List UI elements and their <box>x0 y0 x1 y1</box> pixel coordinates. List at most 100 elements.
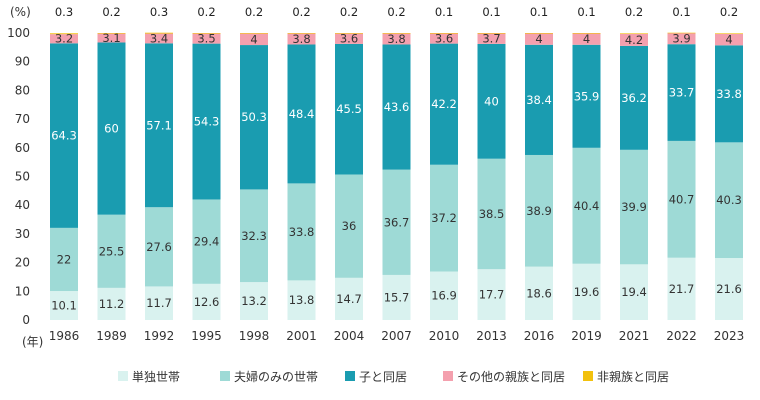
data-label: 0.2 <box>340 5 358 19</box>
bar-segment <box>572 147 601 264</box>
bar-segment <box>240 45 268 190</box>
data-label: 15.7 <box>384 290 410 304</box>
y-axis-unit-label: (%) <box>10 5 31 19</box>
data-label: 40.3 <box>716 193 742 207</box>
y-tick-label: 70 <box>15 112 30 126</box>
data-label: 36.2 <box>621 91 647 105</box>
y-tick-label: 10 <box>15 284 30 298</box>
x-tick-label: 2021 <box>619 329 650 343</box>
x-tick-label: 1998 <box>239 329 270 343</box>
data-label: 21.7 <box>669 282 695 296</box>
data-label: 4 <box>725 33 732 47</box>
data-label: 4 <box>535 32 542 46</box>
data-label: 50.3 <box>241 110 267 124</box>
top-labels-group: 0.3 0.2 0.3 0.2 0.2 0.2 0.2 0.2 0.1 0.1 0.1 0.1 0.2 0… <box>55 5 738 19</box>
data-label: 19.4 <box>621 285 647 299</box>
data-label: 22 <box>57 252 72 266</box>
data-label: 45.5 <box>336 102 362 116</box>
x-tick-label: 2016 <box>524 329 555 343</box>
bar-segment <box>620 33 648 46</box>
bar-segment <box>50 291 78 320</box>
y-tick-label: 80 <box>15 83 30 97</box>
bar-segment <box>382 33 411 34</box>
bar-segment <box>525 33 553 45</box>
bar-segment <box>145 33 173 44</box>
data-label: 33.7 <box>669 86 695 100</box>
bars-group: 10.1 22 64.3 3.2 11.2 25.5 60 3.1 11.7 27.6 57.1 3.… <box>50 31 743 320</box>
data-label: 0.2 <box>197 5 215 19</box>
data-label: 4.2 <box>625 33 643 47</box>
bar-segment <box>525 154 553 267</box>
data-label: 57.1 <box>146 118 172 132</box>
bar-segment <box>382 274 411 320</box>
bar-segment <box>287 33 316 45</box>
bar-segment <box>335 174 363 278</box>
legend-swatch <box>443 371 453 381</box>
data-label: 40.7 <box>669 192 695 206</box>
data-label: 40.4 <box>574 199 600 213</box>
legend-label: 単独世帯 <box>132 370 180 384</box>
data-label: 33.8 <box>289 225 315 239</box>
data-label: 54.3 <box>194 115 220 129</box>
bar-segment <box>667 44 696 141</box>
bar-segment <box>572 44 601 148</box>
y-axis-ticks: 0 10 20 30 40 50 60 70 80 90 100 <box>7 26 30 327</box>
data-label: 40 <box>484 94 499 108</box>
legend-swatch <box>345 371 355 381</box>
bar-segment <box>335 33 363 34</box>
bar-segment <box>430 43 458 165</box>
data-label: 3.6 <box>340 32 358 46</box>
legend-swatch <box>583 371 593 381</box>
y-tick-label: 90 <box>15 55 30 69</box>
y-tick-label: 100 <box>7 26 30 40</box>
bar-segment <box>572 33 601 34</box>
y-tick-label: 60 <box>15 141 30 155</box>
y-tick-label: 20 <box>15 256 30 270</box>
data-label: 39.9 <box>621 200 647 214</box>
data-label: 13.8 <box>289 293 315 307</box>
bar-segment <box>715 258 743 320</box>
y-tick-label: 40 <box>15 198 30 212</box>
data-label: 0.2 <box>245 5 263 19</box>
bar-segment <box>430 33 458 44</box>
data-label: 32.3 <box>241 229 267 243</box>
bar-segment <box>477 158 506 270</box>
data-label: 0.2 <box>720 5 738 19</box>
data-label: 4 <box>250 32 257 46</box>
bar-segment <box>287 33 316 34</box>
bar-segment <box>97 33 126 43</box>
bar-segment <box>667 257 696 320</box>
bar-segment <box>667 33 696 45</box>
data-label: 3.9 <box>672 32 690 46</box>
bar-segment <box>620 264 648 320</box>
data-label: 14.7 <box>336 292 362 306</box>
data-label: 16.9 <box>431 289 457 303</box>
y-tick-label: 30 <box>15 227 30 241</box>
bar-segment <box>382 44 411 170</box>
data-label: 38.9 <box>526 204 552 218</box>
data-label: 18.6 <box>526 286 552 300</box>
bar-segment <box>477 269 506 320</box>
data-label: 4 <box>583 32 590 46</box>
data-label: 64.3 <box>51 129 77 143</box>
data-label: 3.2 <box>55 32 73 46</box>
x-tick-label: 2007 <box>381 329 412 343</box>
legend-label: 非親族と同居 <box>597 370 669 384</box>
x-tick-label: 1995 <box>191 329 222 343</box>
data-label: 35.9 <box>574 89 600 103</box>
bar-segment <box>525 266 553 320</box>
bar-segment <box>145 43 173 208</box>
bar-segment <box>97 33 126 34</box>
bar-segment <box>430 164 458 272</box>
data-label: 36 <box>342 219 357 233</box>
data-label: 48.4 <box>289 107 315 121</box>
data-label: 38.5 <box>479 207 505 221</box>
x-tick-label: 2013 <box>476 329 507 343</box>
data-label: 12.6 <box>194 295 220 309</box>
x-axis-unit-label: (年) <box>22 335 43 349</box>
data-label: 0.1 <box>672 5 690 19</box>
bar-segment <box>715 33 743 46</box>
data-label: 36.7 <box>384 215 410 229</box>
data-label: 0.2 <box>387 5 405 19</box>
